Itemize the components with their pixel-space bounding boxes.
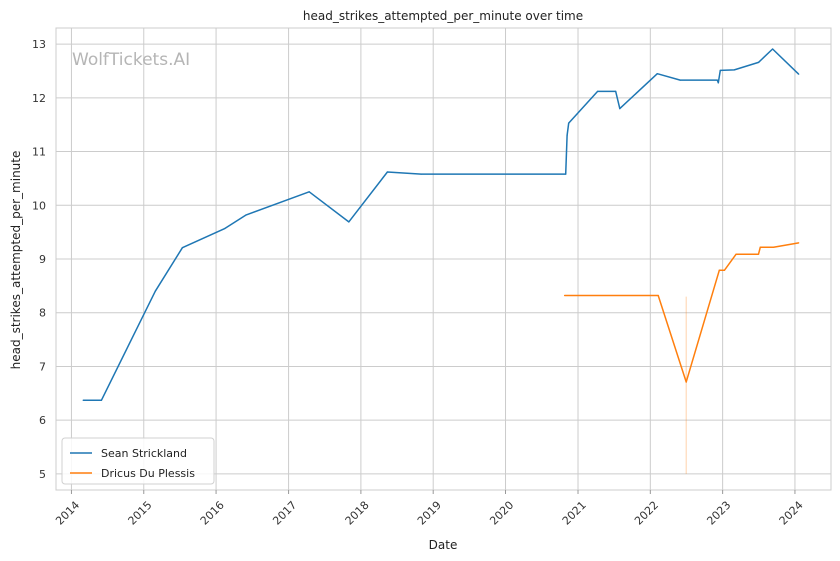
data-point-sean-strickland [733,69,735,71]
y-tick-label: 9 [39,253,46,266]
x-tick-label: 2014 [53,499,82,528]
data-point-dricus-du-plessis [759,246,761,248]
data-point-sean-strickland [771,48,774,50]
y-tick-label: 12 [32,92,46,105]
x-tick-label: 2021 [560,499,589,528]
x-tick-label: 2017 [270,499,299,528]
x-tick-label: 2015 [126,499,155,528]
x-tick-label: 2019 [415,499,444,528]
data-point-sean-strickland [615,90,617,92]
data-point-sean-strickland [224,227,226,229]
data-point-sean-strickland [565,173,567,175]
y-tick-labels: 5 6 7 8 9 10 11 12 13 [32,38,46,481]
data-point-sean-strickland [716,79,718,81]
data-point-dricus-du-plessis [772,246,775,248]
data-point-dricus-du-plessis [563,294,566,297]
data-point-sean-strickland [597,90,599,92]
x-tick-label: 2018 [343,499,372,528]
grid-lines [56,28,831,490]
watermark-text: WolfTickets.AI [72,50,190,70]
legend-box [61,437,215,485]
y-tick-label: 6 [39,414,46,427]
data-point-sean-strickland [719,69,721,72]
y-tick-label: 8 [39,307,46,320]
x-axis-label: Date [429,538,458,552]
data-point-sean-strickland [656,73,658,75]
data-point-dricus-du-plessis [723,269,726,271]
data-point-sean-strickland [245,214,247,216]
plot-frame [55,27,832,491]
data-point-sean-strickland [619,107,621,110]
series-lines [82,48,800,402]
data-point-dricus-du-plessis [685,381,687,383]
data-point-dricus-du-plessis [735,253,737,255]
y-tick-label: 11 [32,146,46,159]
data-point-sean-strickland [568,122,570,124]
data-point-dricus-du-plessis [657,294,659,297]
data-point-sean-strickland [154,290,156,292]
data-point-sean-strickland [717,82,719,84]
legend: Sean Strickland Dricus Du Plessis [61,437,215,485]
y-tick-label: 10 [32,199,46,212]
data-point-sean-strickland [386,171,389,173]
series-line-dricus-du-plessis [564,242,799,383]
x-tick-label: 2023 [704,499,733,528]
legend-label-sean-strickland: Sean Strickland [101,447,187,460]
x-tick-label: 2024 [777,499,806,528]
data-point-sean-strickland [100,399,102,401]
data-point-sean-strickland [420,173,422,175]
legend-label-dricus-du-plessis: Dricus Du Plessis [101,467,195,480]
data-point-sean-strickland [308,191,310,193]
data-point-sean-strickland [679,79,681,81]
data-point-sean-strickland [348,221,350,223]
data-point-dricus-du-plessis [798,242,800,244]
chart-title: head_strikes_attempted_per_minute over t… [303,9,583,23]
data-point-dricus-du-plessis [757,253,760,255]
data-point-sean-strickland [82,399,84,401]
data-point-sean-strickland [181,247,183,249]
y-tick-label: 5 [39,468,46,481]
data-point-sean-strickland [757,61,760,63]
y-tick-label: 7 [39,360,46,373]
x-tick-label: 2022 [632,499,661,528]
y-tick-label: 13 [32,38,46,51]
data-point-sean-strickland [566,134,568,137]
data-point-sean-strickland [798,73,800,75]
x-tick-labels: 2014 2015 2016 2017 2018 2019 2020 2021 2022 2023… [53,490,806,528]
x-tick-label: 2016 [198,499,227,528]
x-tick-label: 2020 [487,499,516,528]
data-point-dricus-du-plessis [718,269,720,271]
y-axis-label: head_strikes_attempted_per_minute [9,151,23,370]
